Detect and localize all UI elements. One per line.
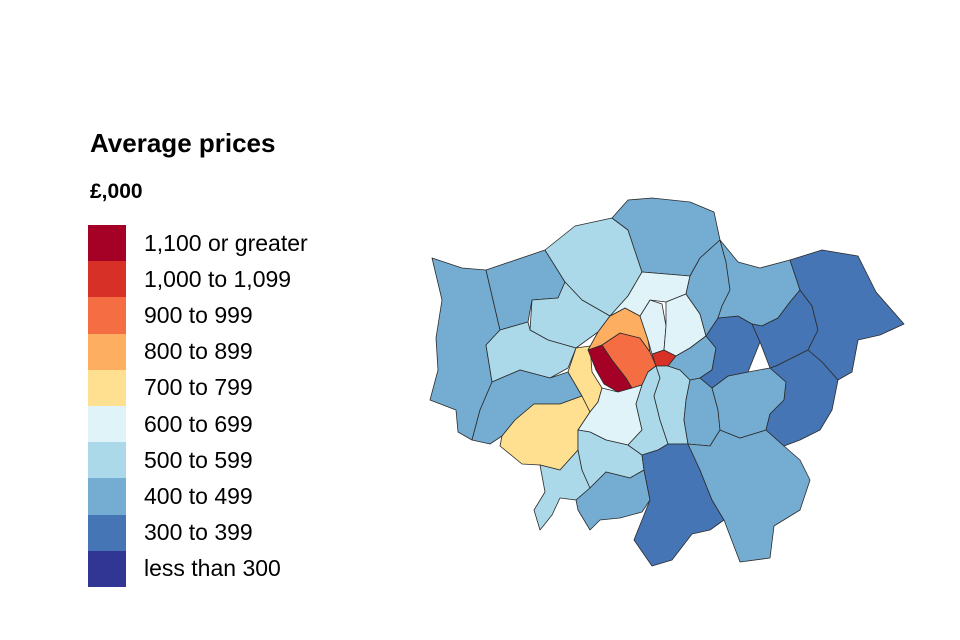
legend-swatch [88, 514, 126, 551]
legend-label: 300 to 399 [144, 519, 253, 546]
legend-label: 400 to 499 [144, 482, 253, 509]
legend-label: 900 to 999 [144, 301, 253, 328]
legend-swatch [88, 225, 126, 262]
legend-swatch [88, 405, 126, 443]
legend-item: 1,000 to 1,099 [88, 261, 308, 298]
legend-item: 300 to 399 [88, 514, 308, 551]
legend-swatch [88, 333, 126, 370]
legend-swatch [88, 478, 126, 515]
borough-ealing[interactable] [485, 321, 577, 383]
legend-label: less than 300 [144, 555, 281, 582]
legend-unit: £,000 [90, 180, 143, 203]
legend: 1,100 or greater 1,000 to 1,099 900 to 999… [88, 225, 308, 587]
legend-swatch [88, 261, 126, 298]
legend-item: 400 to 499 [88, 478, 308, 515]
legend-item: 600 to 699 [88, 405, 308, 443]
borough-haringey[interactable] [609, 271, 691, 317]
legend-label: 1,100 or greater [144, 229, 308, 256]
legend-label: 500 to 599 [144, 446, 253, 473]
legend-item: 1,100 or greater [88, 225, 308, 262]
legend-swatch [88, 442, 126, 479]
london-borough-map [429, 197, 905, 567]
legend-label: 800 to 899 [144, 338, 253, 365]
legend-item: 700 to 799 [88, 369, 308, 406]
legend-swatch [88, 369, 126, 406]
legend-label: 600 to 699 [144, 410, 253, 437]
legend-item: less than 300 [88, 550, 308, 587]
borough-havering[interactable] [789, 249, 905, 381]
borough-kingston[interactable] [533, 449, 591, 531]
borough-bexley[interactable] [765, 349, 839, 447]
borough-sutton[interactable] [575, 469, 651, 531]
legend-title: Average prices [90, 128, 276, 158]
legend-item: 800 to 899 [88, 333, 308, 370]
legend-item: 900 to 999 [88, 297, 308, 334]
legend-label: 700 to 799 [144, 374, 253, 401]
legend-item: 500 to 599 [88, 442, 308, 479]
legend-swatch [88, 297, 126, 334]
legend-label: 1,000 to 1,099 [144, 265, 292, 292]
legend-swatch [88, 550, 126, 587]
